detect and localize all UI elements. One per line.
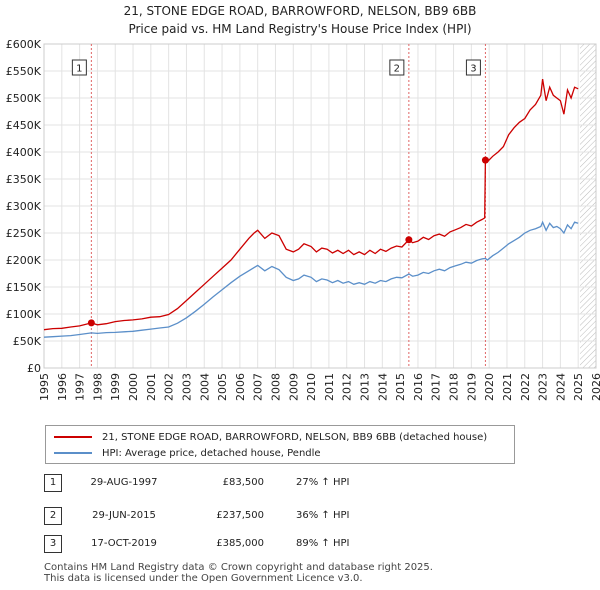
x-tick-label: 1996 <box>56 373 69 401</box>
table-row: 2 29-JUN-2015 £237,500 36% ↑ HPI <box>44 507 584 525</box>
marker-label: 1 <box>76 64 82 75</box>
table-row: 3 17-OCT-2019 £385,000 89% ↑ HPI <box>44 535 584 553</box>
x-tick-label: 1997 <box>74 373 87 401</box>
x-tick-label: 2015 <box>394 373 407 401</box>
x-tick-label: 2016 <box>412 373 425 401</box>
transaction-price: £237,500 <box>216 510 264 521</box>
x-tick-label: 2018 <box>448 373 461 401</box>
y-tick-label: £300K <box>6 200 42 213</box>
y-tick-label: £50K <box>13 335 42 348</box>
y-tick-label: £200K <box>6 254 42 267</box>
chart-title: 21, STONE EDGE ROAD, BARROWFORD, NELSON,… <box>123 4 477 18</box>
chart-subtitle: Price paid vs. HM Land Registry's House … <box>128 22 472 36</box>
transaction-number: 1 <box>44 474 62 492</box>
transaction-number: 3 <box>44 535 62 553</box>
y-tick-label: £550K <box>6 65 42 78</box>
legend-item-hpi: HPI: Average price, detached house, Pend… <box>54 446 321 460</box>
sale-point <box>481 156 489 164</box>
x-tick-label: 2007 <box>252 373 265 401</box>
transaction-date: 29-JUN-2015 <box>92 510 156 521</box>
x-tick-label: 2014 <box>376 373 389 401</box>
table-row: 1 29-AUG-1997 £83,500 27% ↑ HPI <box>44 474 584 492</box>
legend: 21, STONE EDGE ROAD, BARROWFORD, NELSON,… <box>45 425 515 464</box>
y-tick-label: £400K <box>6 146 42 159</box>
transaction-hpi: 89% ↑ HPI <box>296 538 350 549</box>
x-tick-label: 2005 <box>216 373 229 401</box>
x-tick-label: 2010 <box>305 373 318 401</box>
transaction-number: 2 <box>44 507 62 525</box>
legend-swatch-hpi <box>54 452 92 454</box>
x-tick-label: 2025 <box>572 373 585 401</box>
marker-box <box>465 59 481 76</box>
transaction-hpi: 36% ↑ HPI <box>296 510 350 521</box>
marker-label: 3 <box>470 64 476 75</box>
y-tick-label: £250K <box>6 227 42 240</box>
hpi-line <box>43 220 579 338</box>
y-tick-label: £350K <box>6 173 42 186</box>
transaction-hpi: 27% ↑ HPI <box>296 477 350 488</box>
footer: Contains HM Land Registry data © Crown c… <box>44 562 433 584</box>
legend-label-hpi: HPI: Average price, detached house, Pend… <box>102 447 321 459</box>
x-tick-label: 2008 <box>269 373 282 401</box>
price-chart: £0 £50K £100K £150K £200K £250K £300K £350K £400… <box>6 38 600 401</box>
footer-license: This data is licensed under the Open Gov… <box>44 573 363 584</box>
x-tick-label: 2024 <box>554 373 567 401</box>
sale-point <box>87 319 95 327</box>
x-tick-label: 1999 <box>109 373 122 401</box>
transaction-price: £385,000 <box>216 538 264 549</box>
x-tick-label: 1995 <box>38 373 51 401</box>
x-tick-label: 2017 <box>430 373 443 401</box>
y-tick-label: £600K <box>6 38 42 51</box>
legend-label-property: 21, STONE EDGE ROAD, BARROWFORD, NELSON,… <box>102 431 488 443</box>
x-tick-label: 2003 <box>180 373 193 401</box>
y-tick-label: £500K <box>6 92 42 105</box>
x-tick-label: 2020 <box>483 373 496 401</box>
x-tick-label: 2022 <box>519 373 532 401</box>
property-price-line <box>43 78 579 331</box>
x-tick-label: 2023 <box>537 373 550 401</box>
x-tick-label: 1998 <box>91 373 104 401</box>
y-tick-label: £450K <box>6 119 42 132</box>
x-tick-label: 2002 <box>163 373 176 401</box>
legend-swatch-property <box>54 436 92 438</box>
x-tick-label: 2009 <box>287 373 300 401</box>
legend-item-property: 21, STONE EDGE ROAD, BARROWFORD, NELSON,… <box>54 430 487 444</box>
x-tick-label: 2006 <box>234 373 247 401</box>
y-tick-label: £0 <box>27 362 41 375</box>
transaction-price: £83,500 <box>222 477 264 488</box>
x-tick-label: 2021 <box>501 373 514 401</box>
x-tick-label: 2004 <box>198 373 211 401</box>
marker-label: 2 <box>394 64 400 75</box>
plot-border <box>43 43 597 369</box>
marker-box <box>71 59 87 76</box>
x-tick-label: 2012 <box>341 373 354 401</box>
x-tick-label: 2001 <box>145 373 158 401</box>
x-tick-label: 2019 <box>465 373 478 401</box>
x-tick-label: 2011 <box>323 373 336 401</box>
x-tick-label: 2013 <box>359 373 372 401</box>
marker-box <box>389 59 405 76</box>
y-tick-label: £150K <box>6 281 42 294</box>
x-tick-label: 2026 <box>590 373 600 401</box>
footer-copyright: Contains HM Land Registry data © Crown c… <box>44 562 433 573</box>
transaction-date: 17-OCT-2019 <box>91 538 157 549</box>
transaction-date: 29-AUG-1997 <box>90 477 158 488</box>
sale-point <box>405 236 413 244</box>
x-tick-label: 2000 <box>127 373 140 401</box>
y-tick-label: £100K <box>6 308 42 321</box>
